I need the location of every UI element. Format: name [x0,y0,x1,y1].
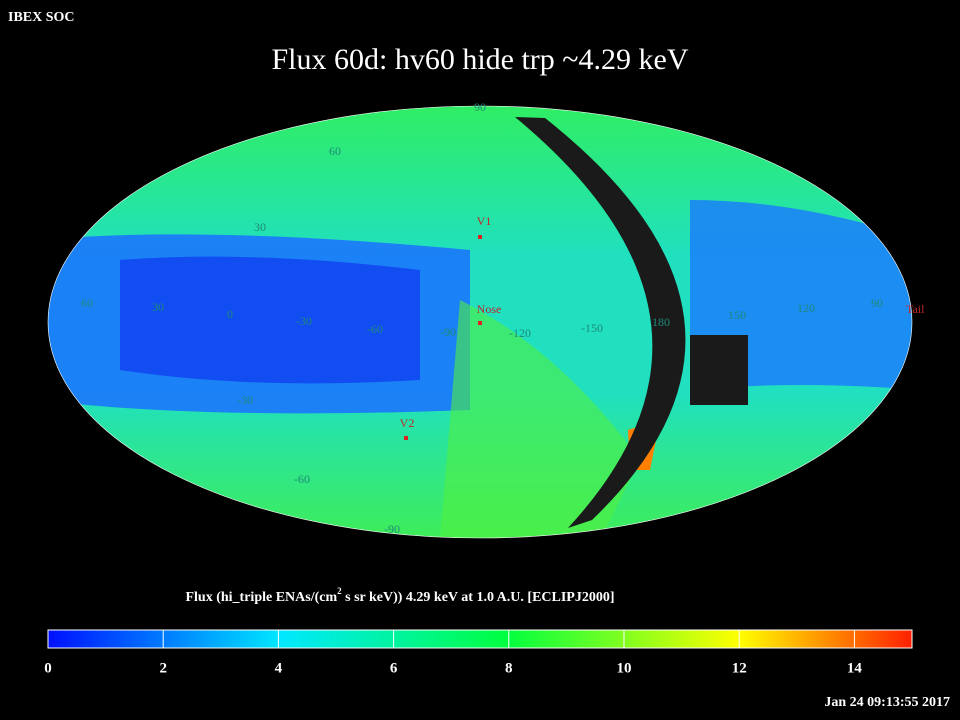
grid-label: -150 [581,321,603,335]
title: Flux 60d: hv60 hide trp ~4.29 keV [271,43,688,76]
grid-label: 30 [152,300,164,314]
colorbar-tick-label: 12 [732,660,747,676]
colorbar-tick-label: 0 [44,660,52,676]
marker-label: V1 [477,214,492,228]
marker-dot [478,321,482,325]
map-region [440,300,640,538]
grid-label: 150 [728,308,746,322]
colorbar-tick-label: 2 [159,660,167,676]
map-outline [47,105,913,539]
sky-map [48,106,912,538]
marker-dot [404,436,408,440]
grid-label: 60 [329,144,341,158]
marker-label: V2 [400,416,415,430]
data-gap [690,335,748,405]
grid-label: 30 [254,220,266,234]
colorbar-tick-label: 14 [847,660,863,676]
colorbar-tick-label: 4 [275,660,283,676]
grid-label: 60 [81,296,93,310]
grid-label: -90 [440,325,456,339]
marker-label: Nose [477,302,502,316]
grid-label: 0 [227,307,233,321]
colorbar-tick-label: 8 [505,660,513,676]
marker-label: Tail [906,302,925,316]
grid-label: -90 [384,522,400,536]
label-text: Flux (hi_triple ENAs/(cm [185,590,337,605]
colorbar-tick-label: 10 [617,660,632,676]
label-text: s sr keV)) 4.29 keV at 1.0 A.U. [ECLIPJ2… [342,590,615,605]
data-gap [515,117,686,528]
grid-label: -30 [237,393,253,407]
grid-label: 90 [871,296,883,310]
colorbar [47,629,913,649]
grid-label: 120 [797,301,815,315]
grid-label: -30 [296,314,312,328]
colorbar-tick-label: 6 [390,660,398,676]
label-superscript: 2 [337,586,342,596]
grid-label: -60 [367,322,383,336]
grid-label: -120 [509,326,531,340]
grid-label: -60 [294,472,310,486]
map-region [120,256,420,384]
timestamp: Jan 24 09:13:55 2017 [824,695,950,710]
header: IBEX SOC [8,10,75,25]
marker-dot [478,235,482,239]
colorbar-label: Flux (hi_triple ENAs/(cm2 s sr keV)) 4.2… [185,586,614,605]
grid-label: 180 [652,315,670,329]
grid-label: 90 [474,100,486,114]
